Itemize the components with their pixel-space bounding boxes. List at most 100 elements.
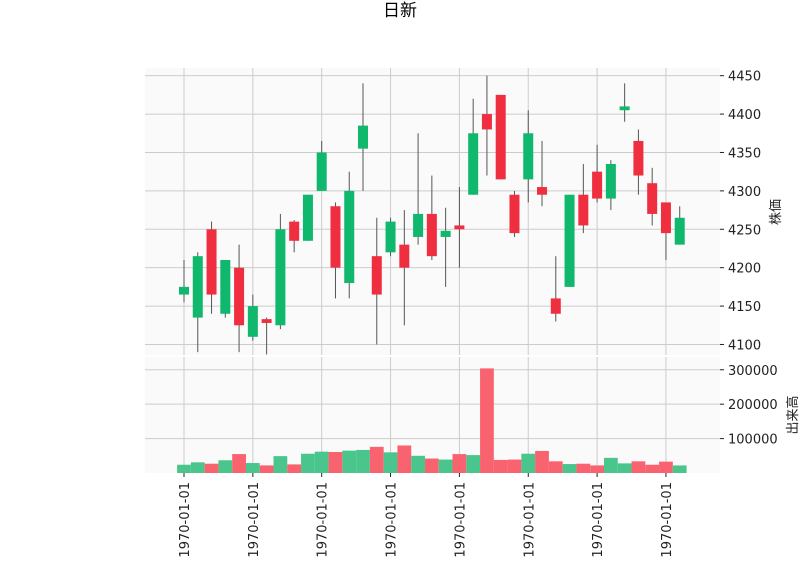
candle-body: [564, 194, 575, 287]
volume-bar: [245, 463, 260, 473]
candle-body: [578, 194, 589, 226]
candle-body: [344, 190, 355, 284]
volume-bar: [301, 453, 315, 473]
volume-bar: [232, 454, 246, 473]
volume-bar: [631, 461, 646, 473]
price-tick-label: 4150: [728, 300, 761, 315]
price-y-ticks: 4100 4150 4200 4250 4300 4350 4400 4450: [720, 70, 761, 353]
volume-bar: [328, 452, 343, 473]
volume-tick-label: 200000: [728, 398, 778, 413]
volume-bar: [521, 453, 536, 473]
price-tick-label: 4350: [728, 146, 761, 161]
price-axis-label: 株価: [769, 199, 784, 225]
volume-bar: [562, 464, 577, 473]
volume-bar: [659, 461, 673, 473]
candle-body: [440, 230, 451, 237]
volume-bar: [507, 459, 522, 473]
volume-bar: [535, 450, 549, 473]
candle-body: [179, 286, 189, 295]
volume-bar: [603, 457, 618, 473]
volume-panel-background: [145, 356, 720, 473]
volume-bar: [342, 450, 357, 473]
price-tick-label: 4400: [728, 108, 761, 123]
x-tick-label: 1970-01-01: [660, 482, 675, 558]
volume-bar: [424, 458, 439, 473]
candle-body: [330, 206, 341, 268]
candle-body: [509, 194, 520, 234]
volume-bar: [383, 452, 398, 473]
candle-body: [234, 267, 245, 326]
price-tick-label: 4200: [728, 262, 761, 277]
volume-bar: [273, 456, 288, 473]
volume-bar: [548, 461, 563, 473]
candle-body: [426, 213, 437, 257]
volume-bar: [287, 464, 302, 473]
volume-axis-label: 出来高: [785, 395, 800, 434]
volume-y-ticks: 100000 200000 300000: [720, 364, 778, 448]
x-tick-label: 1970-01-01: [385, 482, 400, 558]
volume-bar: [369, 446, 384, 473]
x-ticks: 1970-01-01 1970-01-01 1970-01-01 1970-01-01…: [178, 473, 675, 558]
x-tick-label: 1970-01-01: [178, 482, 193, 558]
volume-bar: [590, 465, 604, 473]
candle-body: [550, 298, 561, 314]
volume-tick-label: 100000: [728, 433, 778, 448]
candle-body: [289, 221, 300, 241]
price-tick-label: 4450: [728, 70, 761, 85]
candle-body: [413, 213, 424, 237]
volume-bar: [672, 465, 687, 473]
volume-tick-label: 300000: [728, 364, 778, 379]
volume-bar: [576, 463, 591, 473]
candle-body: [647, 183, 658, 214]
candle-body: [385, 221, 396, 253]
price-tick-label: 4300: [728, 185, 761, 200]
candle-body: [674, 217, 685, 245]
volume-bar: [314, 451, 329, 473]
volume-bar: [218, 460, 233, 473]
volume-bar: [645, 464, 660, 473]
volume-bar: [493, 459, 508, 473]
candle-body: [605, 164, 616, 199]
x-tick-label: 1970-01-01: [591, 482, 606, 558]
candle-body: [495, 94, 506, 180]
candle-body: [302, 194, 313, 241]
candle-body: [275, 229, 286, 326]
candle-body: [261, 319, 272, 323]
volume-bar: [204, 463, 219, 473]
price-panel-background: [145, 68, 720, 356]
volume-bar: [259, 465, 274, 473]
x-tick-label: 1970-01-01: [453, 482, 468, 558]
candle-body: [523, 133, 534, 180]
x-tick-label: 1970-01-01: [247, 482, 262, 558]
grid-lines: [145, 68, 720, 473]
volume-bar: [466, 455, 481, 473]
candle-body: [660, 202, 671, 234]
price-candles: [179, 75, 685, 355]
candle-body: [468, 133, 479, 195]
candle-body: [619, 106, 630, 111]
candle-body: [399, 244, 410, 268]
candle-body: [592, 171, 603, 199]
candle-body: [481, 114, 492, 130]
volume-bars: [177, 368, 687, 473]
x-tick-label: 1970-01-01: [522, 482, 537, 558]
candle-body: [316, 152, 327, 191]
price-tick-label: 4100: [728, 338, 761, 353]
candle-body: [454, 225, 465, 230]
volume-bar: [397, 445, 412, 473]
candle-body: [220, 260, 231, 314]
candle-body: [192, 256, 203, 318]
volume-bar: [177, 464, 191, 473]
candle-body: [371, 256, 382, 295]
volume-bar: [480, 368, 494, 473]
candle-body: [206, 229, 217, 295]
volume-bar: [617, 463, 632, 473]
candle-body: [633, 140, 644, 176]
volume-bar: [356, 449, 370, 473]
candle-body: [247, 306, 258, 337]
volume-bar: [411, 455, 425, 473]
volume-bar: [438, 459, 453, 473]
volume-bar: [190, 462, 205, 473]
candle-body: [358, 125, 369, 149]
